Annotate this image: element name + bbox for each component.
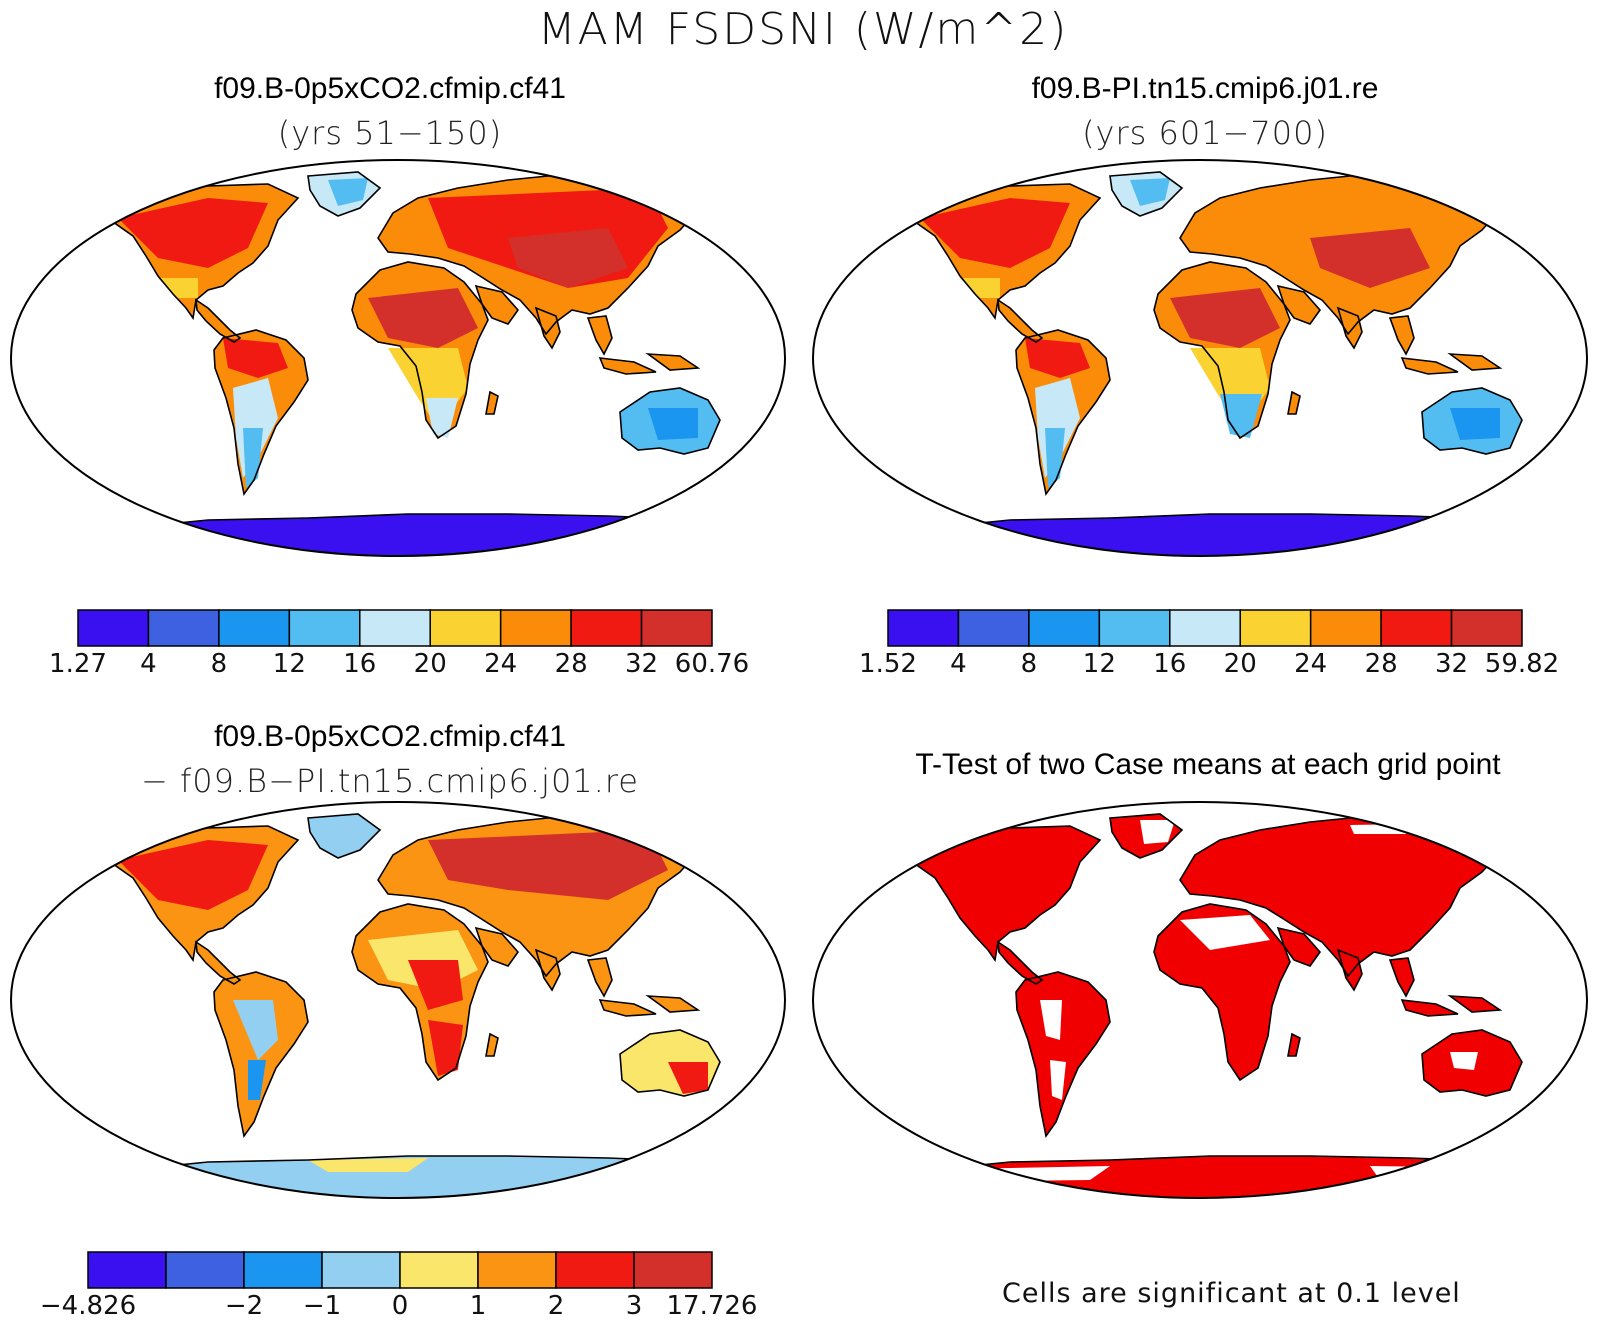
colorbar-swatch	[1098, 609, 1171, 647]
colorbar-swatch	[1450, 609, 1523, 647]
colorbar-swatch	[640, 609, 713, 647]
panel2-title: f09.B-PI.tn15.cmip6.j01.re	[1031, 72, 1379, 105]
colorbar-swatch	[218, 609, 291, 647]
colorbar-swatch	[555, 1251, 635, 1289]
colorbar-swatch	[1380, 609, 1453, 647]
colorbar-tick-label: 24	[1294, 649, 1327, 679]
panel3-subtitle: − f09.B−PI.tn15.cmip6.j01.re	[141, 762, 639, 800]
colorbar-tick-label: 28	[555, 649, 588, 679]
colorbar-tick-label: 32	[1435, 649, 1468, 679]
colorbar-case2: 1.52 4 8 12 16 20 24 28 32 59.82	[859, 609, 1559, 679]
colorbar-tick-label: 59.82	[1485, 649, 1559, 679]
panel1-title: f09.B-0p5xCO2.cfmip.cf41	[214, 72, 566, 105]
map-difference	[10, 801, 786, 1199]
colorbar-tick-label: 12	[1083, 649, 1116, 679]
colorbar-swatch	[429, 609, 502, 647]
colorbar-swatch	[1028, 609, 1101, 647]
colorbar-tick-label: 20	[414, 649, 447, 679]
colorbar-swatch	[288, 609, 361, 647]
colorbar-tick-label: 4	[950, 649, 967, 679]
map-case2	[812, 159, 1588, 557]
figure-title: MAM FSDSNI (W/m^2)	[537, 4, 1069, 55]
colorbar-swatch	[321, 1251, 401, 1289]
colorbar-tick-label: 1.52	[859, 649, 917, 679]
map-case1	[10, 159, 786, 557]
colorbar-tick-label: 1	[470, 1291, 487, 1321]
colorbar-swatch	[477, 1251, 557, 1289]
colorbar-tick-label: 24	[484, 649, 517, 679]
colorbar-case1: 1.27 4 8 12 16 20 24 28 32 60.76	[49, 609, 749, 679]
colorbar-swatch	[359, 609, 431, 647]
colorbar-tick-label: 8	[1021, 649, 1038, 679]
significance-note: Cells are significant at 0.1 level	[1002, 1278, 1461, 1309]
colorbar-tick-label: 2	[548, 1291, 565, 1321]
colorbar-swatch	[1169, 609, 1241, 647]
panel4-title: T-Test of two Case means at each grid po…	[915, 748, 1501, 781]
colorbar-swatch	[633, 1251, 713, 1289]
colorbar-swatch	[87, 1251, 167, 1289]
map-ttest	[812, 801, 1588, 1199]
colorbar-swatch	[165, 1251, 245, 1289]
colorbar-tick-label: 20	[1224, 649, 1257, 679]
colorbar-tick-label: 60.76	[675, 649, 749, 679]
colorbar-swatch	[499, 609, 572, 647]
colorbar-tick-label: 8	[211, 649, 228, 679]
colorbar-tick-label: 16	[343, 649, 376, 679]
colorbar-tick-label: −1	[303, 1291, 341, 1321]
colorbar-difference: −4.826 −2 −1 0 1 2 3 17.726	[40, 1251, 758, 1321]
panel3-title: f09.B-0p5xCO2.cfmip.cf41	[214, 720, 566, 753]
colorbar-swatch	[243, 1251, 323, 1289]
colorbar-swatch	[147, 609, 220, 647]
colorbar-tick-label: 17.726	[667, 1291, 758, 1321]
panel2-years: (yrs 601−700)	[1082, 114, 1328, 152]
colorbar-tick-label: 1.27	[49, 649, 107, 679]
colorbar-swatch	[1239, 609, 1312, 647]
colorbar-swatch	[1309, 609, 1382, 647]
colorbar-tick-label: −4.826	[40, 1291, 136, 1321]
colorbar-tick-label: 0	[392, 1291, 409, 1321]
colorbar-swatch	[77, 609, 150, 647]
colorbar-tick-label: 3	[626, 1291, 643, 1321]
colorbar-tick-label: 16	[1153, 649, 1186, 679]
colorbar-tick-label: 28	[1365, 649, 1398, 679]
colorbar-tick-label: −2	[225, 1291, 263, 1321]
colorbar-swatch	[887, 609, 960, 647]
colorbar-tick-label: 4	[140, 649, 157, 679]
colorbar-swatch	[399, 1251, 479, 1289]
colorbar-swatch	[570, 609, 643, 647]
colorbar-tick-label: 32	[625, 649, 658, 679]
colorbar-swatch	[957, 609, 1030, 647]
colorbar-tick-label: 12	[273, 649, 306, 679]
panel1-years: (yrs 51−150)	[277, 114, 503, 152]
